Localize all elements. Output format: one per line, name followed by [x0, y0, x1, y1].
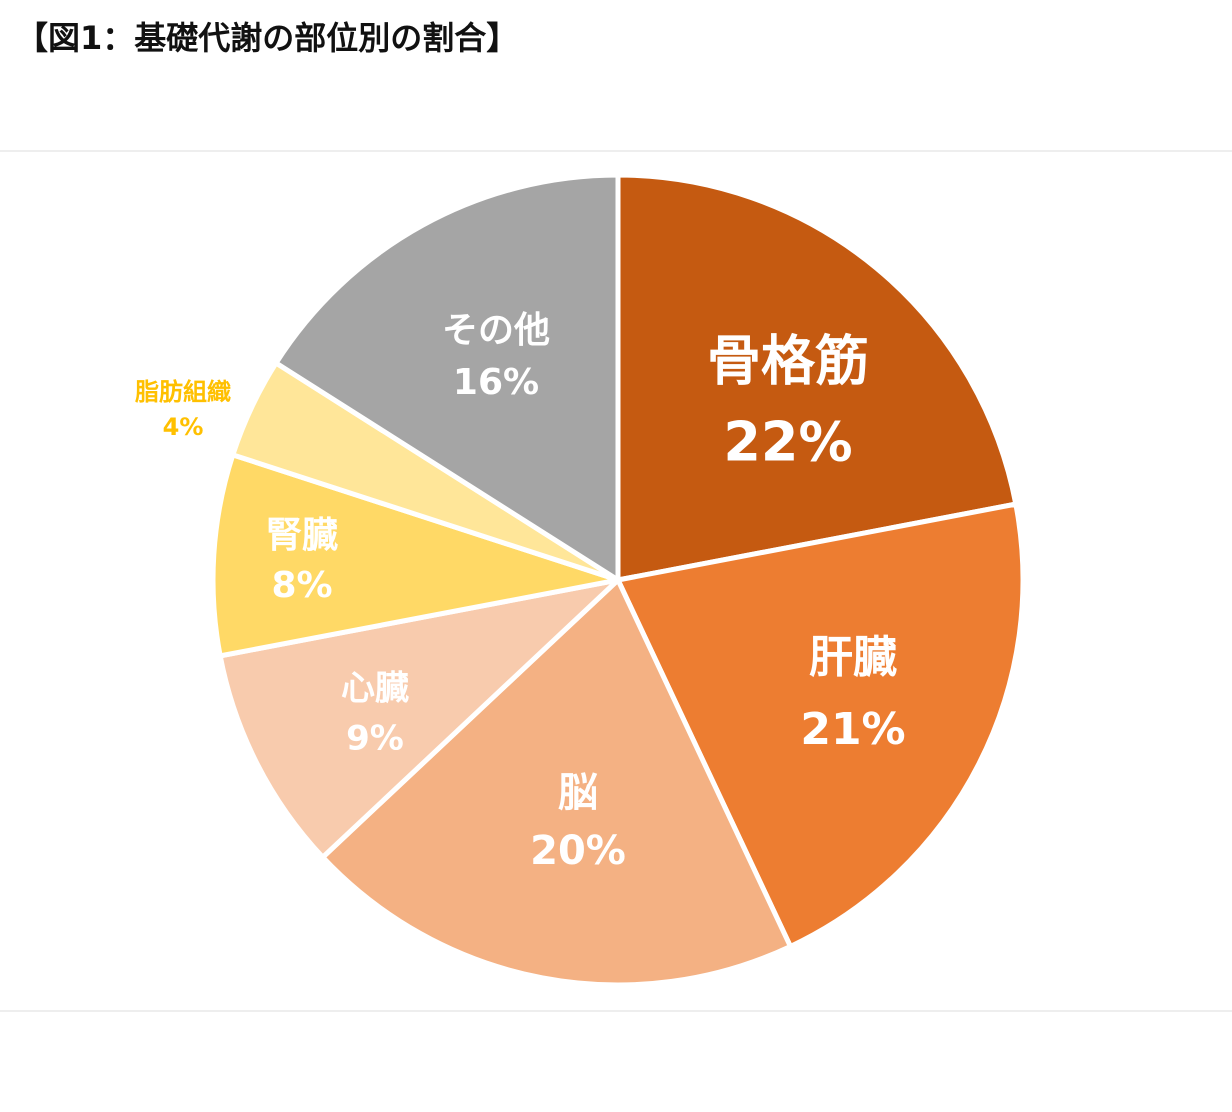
pie-slice [615, 501, 1026, 949]
chart-title: 【図1：基礎代謝の部位別の割合】 [16, 19, 518, 57]
value-label: 8% [271, 565, 332, 606]
slice-label: 脳 [558, 770, 598, 816]
value-label: 9% [346, 719, 404, 759]
slice-label: 骨格筋 [707, 330, 869, 393]
value-label: 16% [453, 362, 539, 403]
slice-label: 腎臓 [266, 515, 338, 556]
value-label: 4% [163, 413, 204, 441]
slice-label: 脂肪組織 [135, 378, 231, 406]
pie-slice [217, 577, 621, 860]
slice-label: その他 [442, 310, 550, 351]
pie-slice [615, 172, 1019, 583]
slice-label: 心臓 [341, 669, 409, 709]
value-label: 20% [530, 828, 626, 874]
slice-label: 肝臓 [809, 632, 897, 683]
pie-slice [273, 172, 621, 583]
value-label: 22% [723, 411, 852, 474]
pie-slice [320, 577, 793, 988]
value-label: 21% [800, 704, 905, 755]
pie-slice [210, 452, 621, 659]
